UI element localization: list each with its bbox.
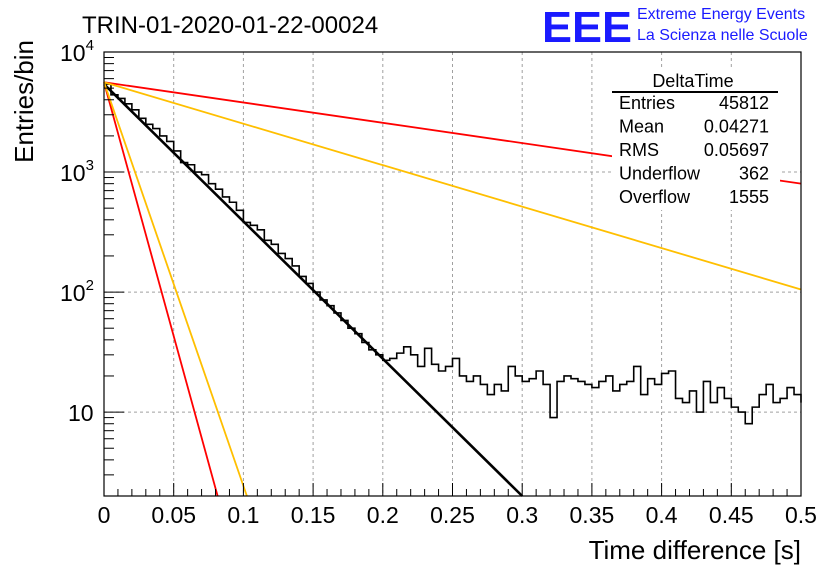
eee-logo: EEE Extreme Energy Events La Scienza nel… [542, 3, 808, 52]
stats-label: Overflow [619, 187, 691, 207]
x-tick-label: 0.35 [570, 502, 615, 528]
y-tick-label: 103 [60, 157, 94, 186]
histogram [104, 83, 802, 425]
y-tick-labels: 10 102 103 104 [60, 37, 94, 426]
stats-rows: Entries 45812 Mean 0.04271 RMS 0.05697Underfl… [619, 93, 769, 207]
logo-line1: Extreme Energy Events [637, 6, 805, 23]
stats-value: 45812 [719, 93, 769, 113]
x-tick-label: 0 [98, 502, 111, 528]
x-tick-label: 0.4 [646, 502, 678, 528]
x-tick-label: 0.45 [709, 502, 754, 528]
stats-value: 1555 [729, 187, 769, 207]
fit-line-1 [103, 83, 524, 497]
axis-ticks [103, 51, 802, 497]
fit-line-4 [103, 81, 219, 497]
chart-title: TRIN-01-2020-01-22-00024 [82, 12, 378, 39]
fit-lines [103, 81, 802, 497]
logo-mark: EEE [542, 3, 632, 52]
fit-line-3 [103, 81, 802, 291]
x-tick-label: 0.2 [367, 502, 399, 528]
y-tick-label: 104 [60, 37, 94, 66]
stats-value: 362 [739, 164, 769, 184]
x-tick-label: 0.5 [785, 502, 817, 528]
stats-box: DeltaTime Entries 45812 Mean 0.04271 RMS 0.05… [612, 70, 780, 210]
x-tick-label: 0.3 [506, 502, 538, 528]
histogram-outline [104, 83, 802, 425]
x-axis-label: Time difference [s] [589, 535, 801, 565]
stats-label: RMS [619, 140, 659, 160]
stats-label: Mean [619, 117, 664, 137]
fit-line-5 [103, 81, 248, 497]
x-tick-label: 0.1 [227, 502, 259, 528]
stats-box-bg [612, 70, 780, 210]
stats-title: DeltaTime [652, 71, 733, 91]
x-tick-label: 0.05 [151, 502, 196, 528]
x-tick-label: 0.25 [430, 502, 475, 528]
y-axis-label: Entries/bin [9, 40, 39, 163]
stats-value: 0.05697 [704, 140, 769, 160]
stats-label: Underflow [619, 164, 701, 184]
logo-line2: La Scienza nelle Scuole [637, 27, 808, 44]
x-tick-label: 0.15 [291, 502, 336, 528]
y-tick-label: 10 [68, 400, 94, 426]
stats-value: 0.04271 [704, 117, 769, 137]
y-tick-label: 102 [60, 277, 94, 306]
stats-label: Entries [619, 93, 675, 113]
x-tick-labels: 0 0.05 0.1 0.15 0.2 0.25 0.3 0.35 0.4 0.45 0.5 [98, 502, 817, 528]
